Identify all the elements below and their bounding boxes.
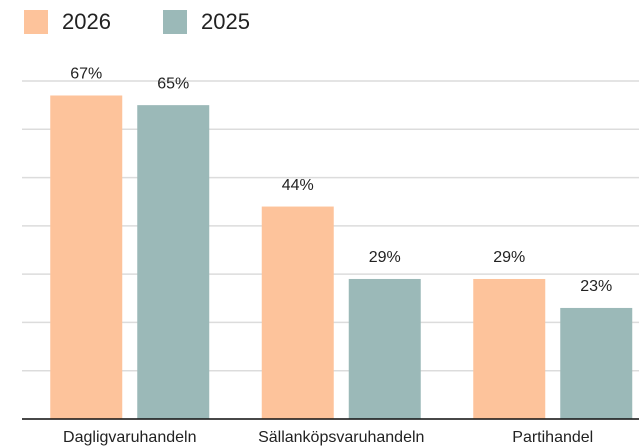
x-tick-label: Sällanköpsvaruhandeln xyxy=(258,429,424,446)
bar xyxy=(261,206,334,419)
value-label: 23% xyxy=(580,278,612,295)
x-tick-label: Partihandel xyxy=(512,429,593,446)
legend-swatch xyxy=(163,10,187,34)
bar xyxy=(50,95,123,419)
value-label: 67% xyxy=(70,66,102,83)
bar xyxy=(348,278,421,419)
value-label: 29% xyxy=(493,249,525,266)
bar xyxy=(473,278,546,419)
bar xyxy=(137,105,210,420)
value-label: 65% xyxy=(157,75,189,92)
x-tick-label: Dagligvaruhandeln xyxy=(63,429,196,446)
value-label: 29% xyxy=(369,249,401,266)
legend-swatch xyxy=(24,10,48,34)
legend-label: 2026 xyxy=(62,9,111,34)
legend-label: 2025 xyxy=(201,9,250,34)
bar xyxy=(560,307,633,419)
value-label: 44% xyxy=(282,177,314,194)
